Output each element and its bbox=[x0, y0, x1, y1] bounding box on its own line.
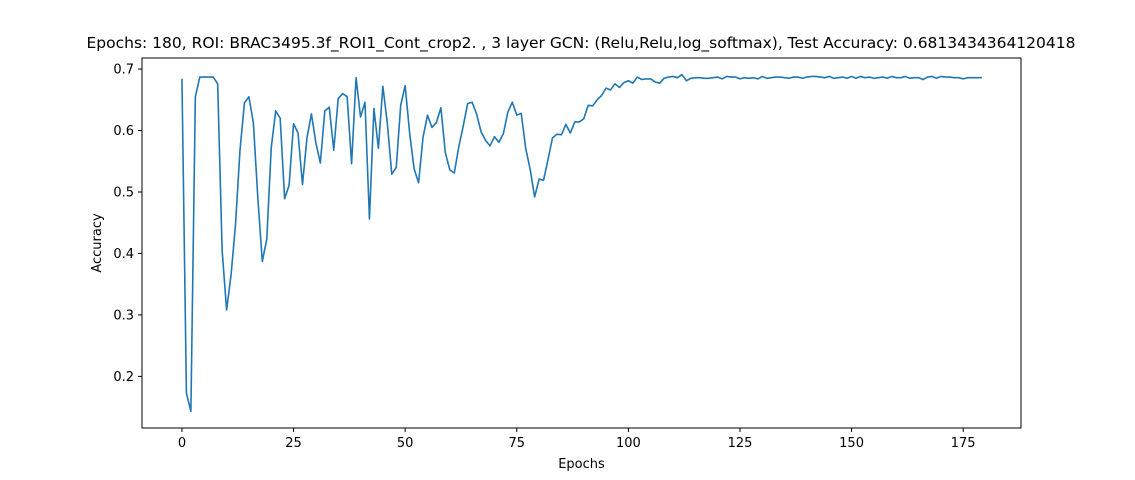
y-tick-label: 0.3 bbox=[113, 308, 134, 323]
x-tick-label: 50 bbox=[397, 436, 414, 451]
x-tick-label: 175 bbox=[951, 436, 976, 451]
y-tick-label: 0.4 bbox=[113, 247, 134, 262]
chart-title: Epochs: 180, ROI: BRAC3495.3f_ROI1_Cont_… bbox=[87, 34, 1076, 53]
series-layer bbox=[181, 73, 982, 413]
x-tick-label: 150 bbox=[839, 436, 864, 451]
x-axis-label: Epochs bbox=[558, 457, 605, 472]
x-tick-label: 75 bbox=[508, 436, 525, 451]
y-axis-ticks: 0.2 0.3 0.4 0.5 0.6 0.7 bbox=[113, 63, 142, 385]
y-tick-label: 0.5 bbox=[113, 185, 134, 200]
y-tick-label: 0.7 bbox=[113, 63, 134, 78]
x-tick-label: 100 bbox=[616, 436, 641, 451]
y-axis-label: Accuracy bbox=[90, 213, 105, 273]
series-line-accuracy bbox=[181, 73, 982, 413]
x-tick-label: 25 bbox=[285, 436, 302, 451]
y-tick-label: 0.6 bbox=[113, 124, 134, 139]
y-tick-label: 0.2 bbox=[113, 370, 134, 385]
x-tick-label: 125 bbox=[728, 436, 753, 451]
x-tick-label: 0 bbox=[178, 436, 186, 451]
x-axis-ticks: 0 25 50 75 100 125 150 175 bbox=[178, 428, 976, 451]
plot-area-frame bbox=[141, 57, 1022, 429]
